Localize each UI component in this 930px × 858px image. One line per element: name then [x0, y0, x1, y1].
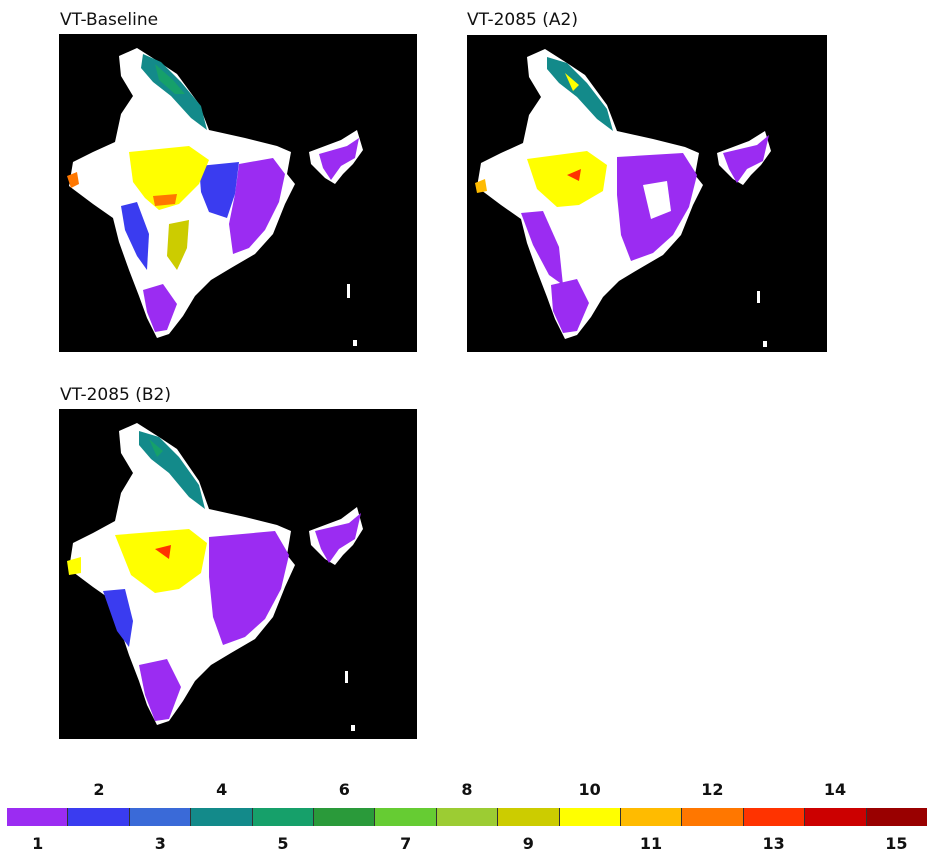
legend-label-4: 4	[216, 780, 228, 799]
legend-label-13: 13	[762, 834, 785, 853]
legend-swatch-13	[743, 808, 806, 826]
legend-swatch-15	[866, 808, 928, 826]
legend-swatch-7	[375, 808, 437, 826]
legend-label-15: 15	[885, 834, 908, 853]
legend-label-14: 14	[823, 780, 847, 799]
panel-title-baseline: VT-Baseline	[60, 10, 159, 30]
legend-label-6: 6	[338, 780, 350, 799]
legend-label-12: 12	[701, 780, 724, 799]
legend-color-bar	[7, 808, 928, 826]
legend-swatch-11	[621, 808, 683, 826]
legend-label-9: 9	[522, 834, 534, 853]
panel-title-a2: VT-2085 (A2)	[467, 10, 578, 30]
map-b2	[59, 409, 417, 739]
legend-label-8: 8	[461, 780, 473, 799]
india-map-a2	[475, 49, 771, 347]
legend-swatch-3	[129, 808, 192, 826]
legend-label-3: 3	[154, 834, 166, 853]
panel-title-b2: VT-2085 (B2)	[60, 385, 171, 405]
map-baseline	[59, 34, 417, 352]
legend-label-1: 1	[32, 834, 44, 853]
legend-swatch-2	[68, 808, 130, 826]
legend-swatch-5	[252, 808, 315, 826]
legend-swatch-9	[498, 808, 560, 826]
legend-label-7: 7	[400, 834, 412, 853]
legend-label-10: 10	[578, 780, 601, 799]
legend-label-11: 11	[639, 834, 663, 853]
color-legend: 1 2 3 4 5 6 7 8 9 10 11 12 13 14 15	[0, 770, 930, 858]
india-map-b2	[67, 423, 363, 731]
legend-swatch-1	[7, 808, 69, 826]
india-map-baseline	[67, 48, 363, 346]
legend-swatch-12	[682, 808, 744, 826]
legend-swatch-10	[559, 808, 622, 826]
legend-swatch-6	[314, 808, 376, 826]
legend-swatch-4	[191, 808, 253, 826]
legend-swatch-14	[805, 808, 867, 826]
map-a2	[467, 35, 827, 352]
legend-label-2: 2	[93, 780, 105, 799]
legend-swatch-8	[436, 808, 499, 826]
legend-label-5: 5	[277, 834, 289, 853]
